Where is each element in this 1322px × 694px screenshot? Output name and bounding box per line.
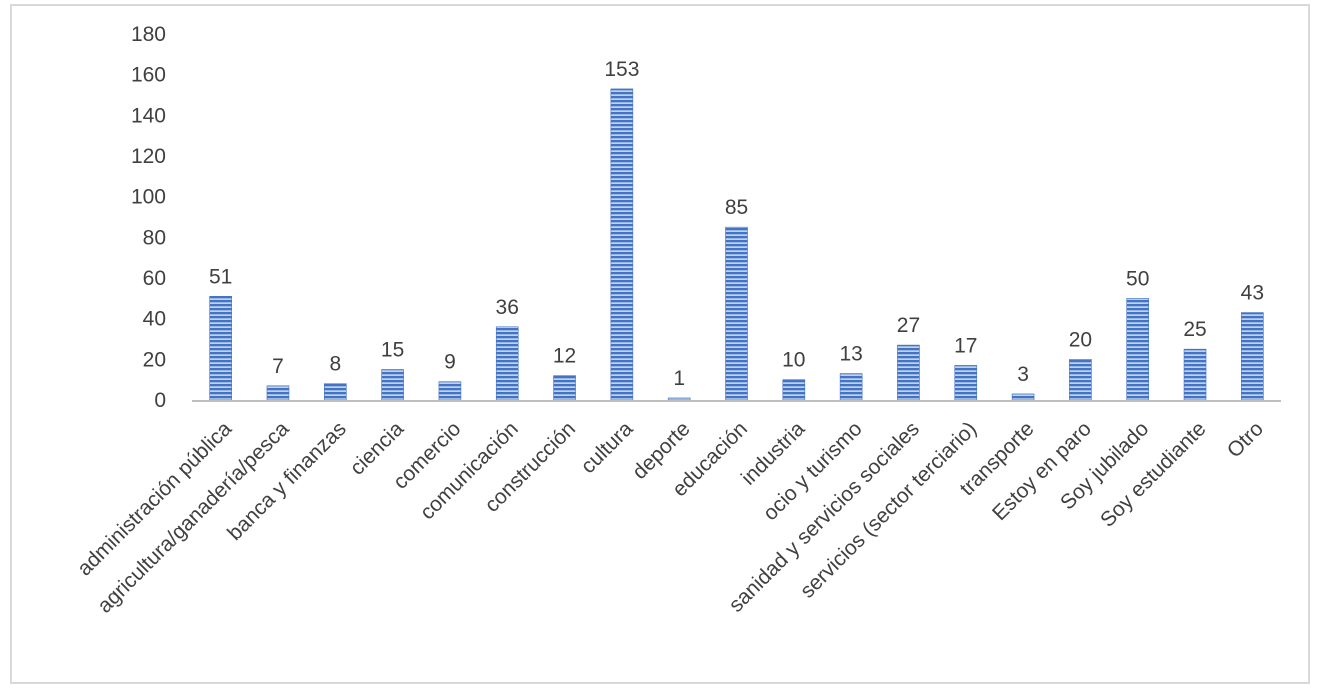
data-label-12: 27: [897, 314, 920, 337]
bar-5: [495, 326, 519, 401]
bar-6: [553, 375, 576, 401]
data-label-4: 9: [444, 351, 456, 374]
data-label-9: 85: [725, 196, 748, 219]
bar-3: [381, 369, 404, 401]
bar-14: [1011, 393, 1035, 401]
bar-17: [1183, 348, 1207, 401]
data-label-0: 51: [209, 265, 232, 288]
bar-2: [323, 383, 347, 401]
bar-9: [725, 226, 748, 401]
data-label-7: 153: [604, 58, 639, 81]
bar-1: [266, 385, 290, 401]
data-label-6: 12: [553, 345, 576, 368]
data-label-13: 17: [954, 334, 977, 357]
bar-13: [954, 365, 978, 401]
y-tick-label-120: 120: [131, 145, 166, 168]
data-label-8: 1: [673, 367, 685, 390]
data-label-3: 15: [381, 339, 404, 362]
data-labels: 51 7 8 15 9 36 12 153 1 85 10 13 27 17 3 20 50 25 43: [209, 58, 1264, 390]
bar-4: [438, 381, 462, 401]
y-tick-label-100: 100: [131, 186, 166, 209]
y-axis-tick-labels: 0 20 40 60 80 100 120 140 160 180: [131, 23, 166, 412]
y-tick-label-60: 60: [143, 267, 166, 290]
data-label-11: 13: [839, 343, 862, 366]
y-tick-label-180: 180: [131, 23, 166, 46]
data-label-10: 10: [782, 349, 805, 372]
y-tick-label-20: 20: [143, 348, 166, 371]
data-label-15: 20: [1069, 328, 1092, 351]
category-label-15: Estoy en paro: [988, 417, 1096, 525]
y-tick-label-80: 80: [143, 226, 166, 249]
bar-7: [610, 88, 634, 401]
y-tick-label-140: 140: [131, 104, 166, 127]
y-tick-label-160: 160: [131, 64, 166, 87]
y-tick-label-40: 40: [143, 308, 166, 331]
y-tick-label-0: 0: [154, 389, 166, 412]
bars: [209, 88, 1264, 401]
bar-18: [1241, 312, 1264, 401]
bar-16: [1126, 298, 1150, 401]
data-label-16: 50: [1126, 267, 1149, 290]
category-label-18: Otro: [1223, 417, 1268, 462]
data-label-17: 25: [1183, 318, 1206, 341]
data-label-5: 36: [496, 296, 519, 319]
bar-10: [782, 379, 806, 401]
category-labels: administración públicaagricultura/ganade…: [73, 417, 1268, 618]
data-label-2: 8: [329, 353, 341, 376]
bar-12: [897, 344, 920, 401]
bar-15: [1069, 359, 1092, 401]
bar-11: [839, 373, 863, 401]
bar-8: [667, 397, 691, 401]
bar-0: [209, 295, 232, 401]
data-label-1: 7: [272, 355, 284, 378]
category-label-11: ocio y turismo: [759, 417, 867, 525]
data-label-14: 3: [1017, 363, 1029, 386]
category-label-17: Soy estudiante: [1096, 417, 1211, 532]
data-label-18: 43: [1241, 282, 1264, 305]
